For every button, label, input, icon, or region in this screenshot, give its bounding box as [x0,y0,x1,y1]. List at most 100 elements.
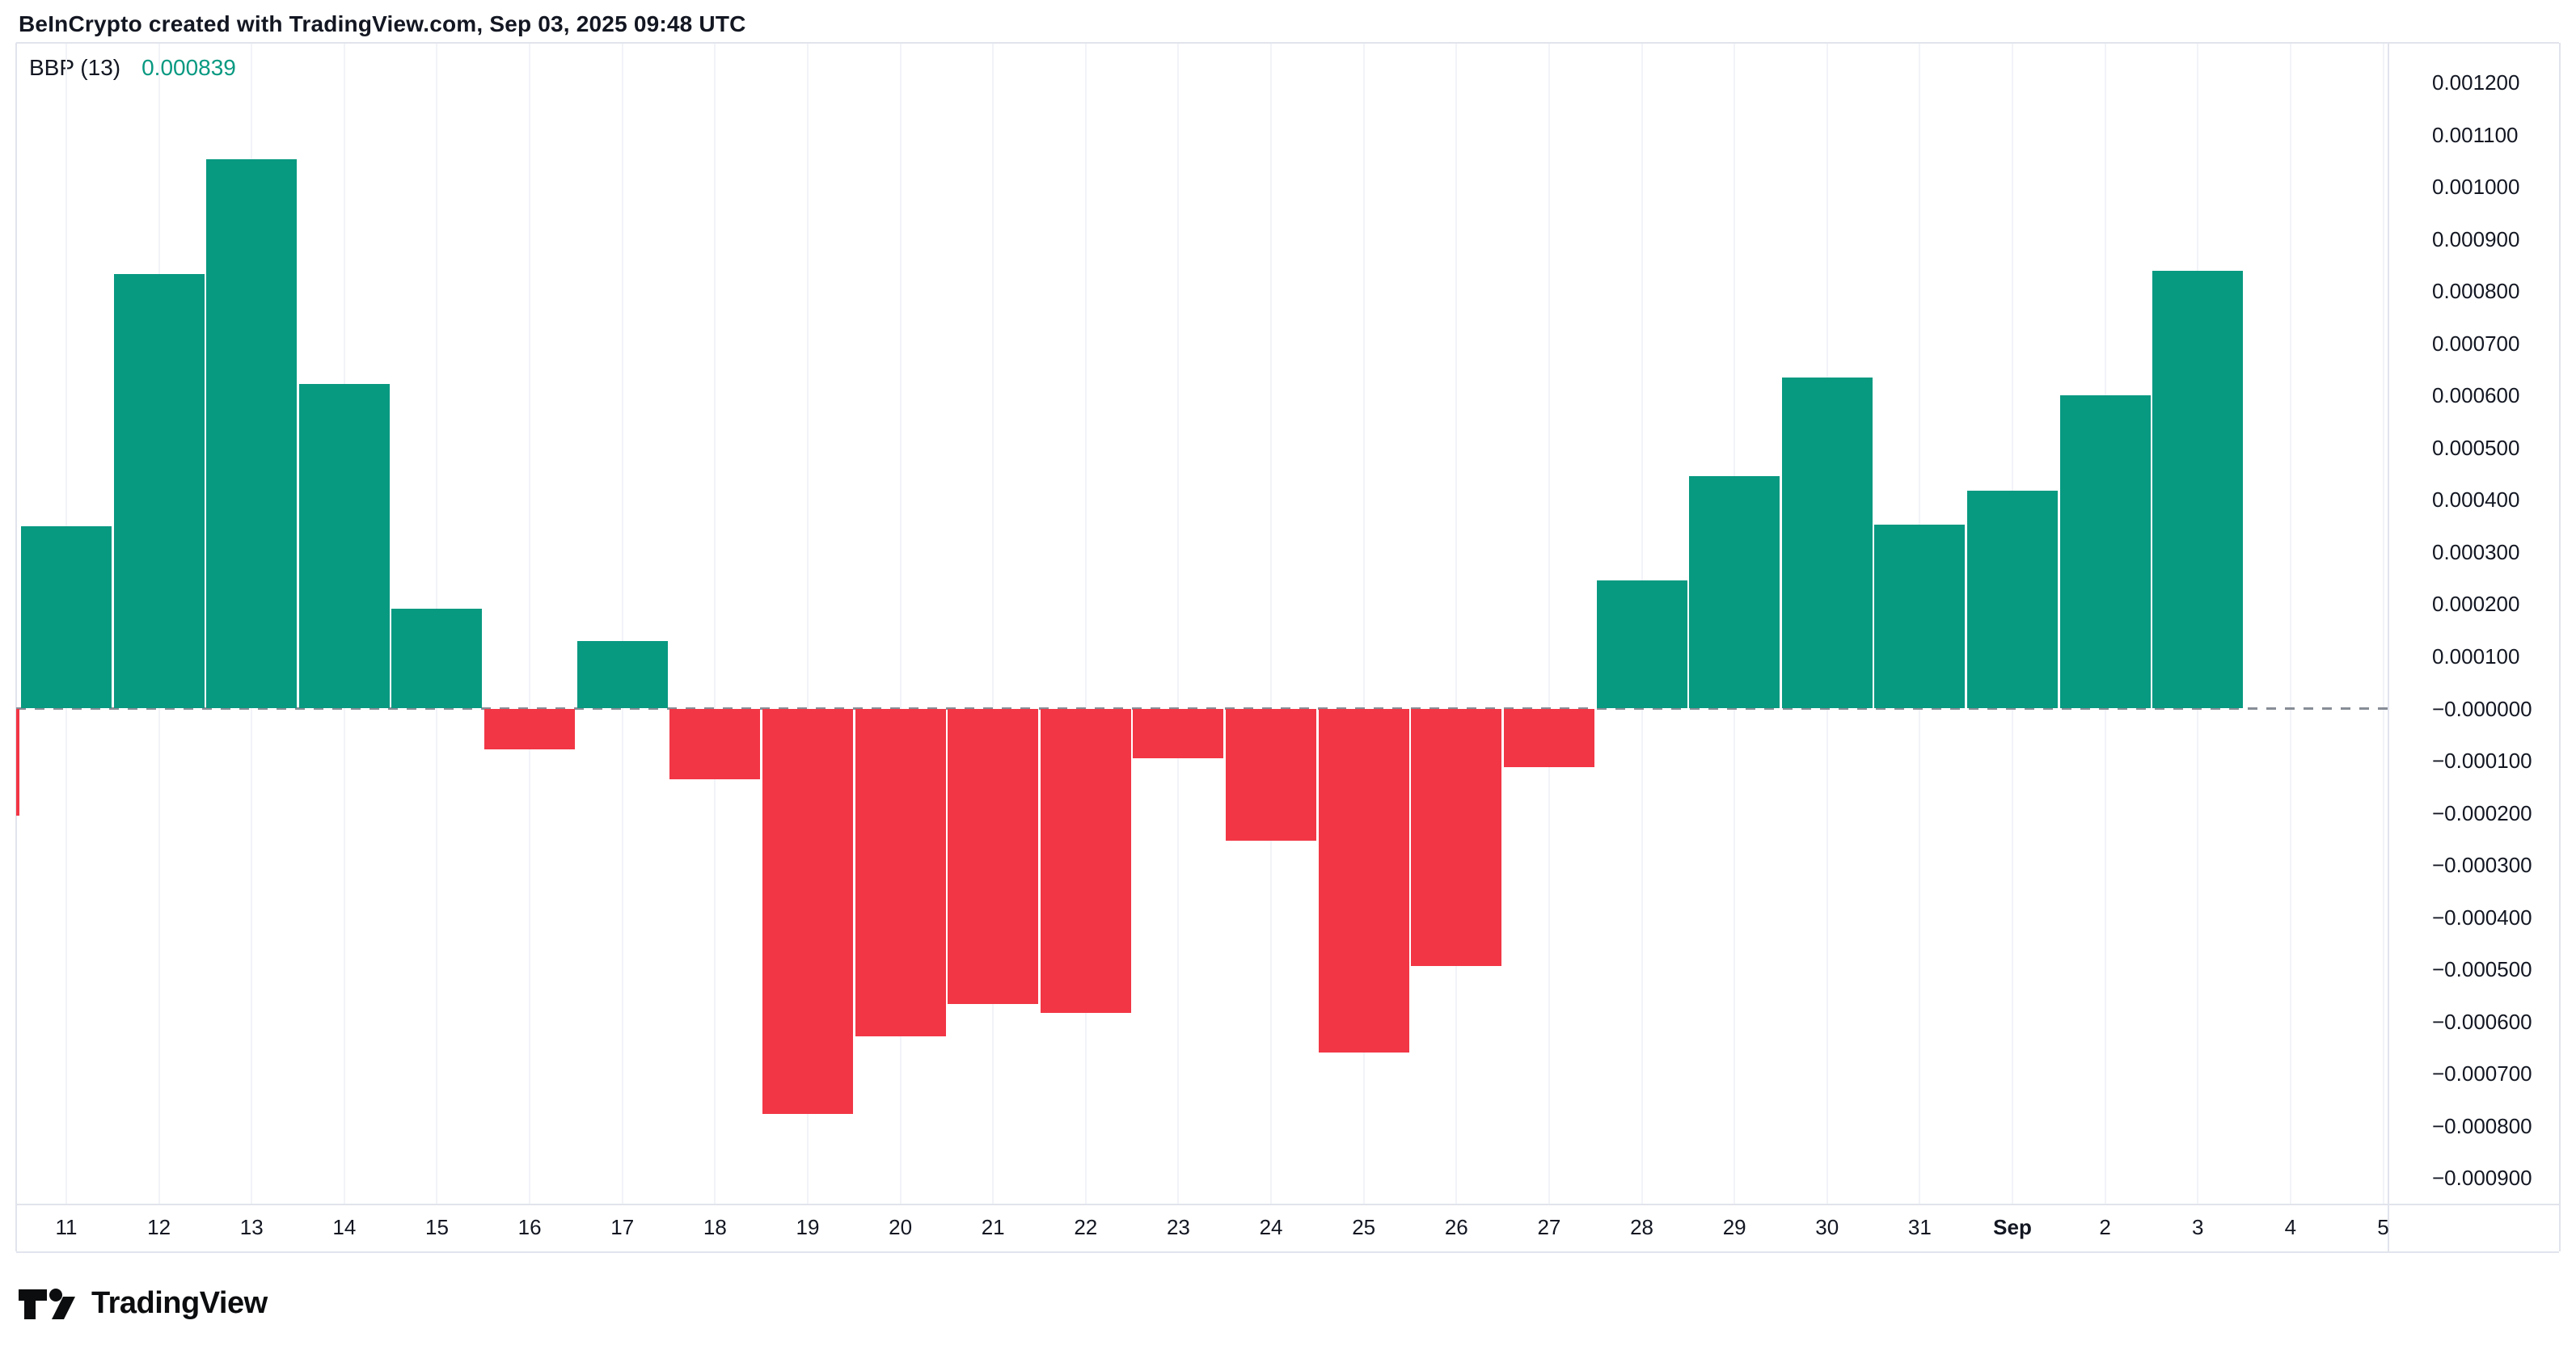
time-tick-label: 11 [55,1215,78,1239]
vertical-gridline [2289,43,2291,1204]
vertical-gridline [806,43,809,1204]
price-tick-label: −0.000600 [2432,1009,2532,1034]
price-tick-label: 0.001000 [2432,175,2520,200]
indicator-value: 0.000839 [141,55,236,80]
histogram-bar[interactable] [1874,525,1966,709]
histogram-bar[interactable] [576,641,668,709]
histogram-bar[interactable] [669,708,761,779]
histogram-bar-partial[interactable] [16,708,19,816]
time-tick-label: 15 [425,1215,449,1239]
indicator-legend[interactable]: BBP (13) 0.000839 [29,55,236,81]
histogram-bar[interactable] [948,708,1039,1004]
vertical-gridline [621,43,623,1204]
histogram-bar[interactable] [1318,708,1409,1053]
price-tick-label: −0.000400 [2432,905,2532,930]
time-tick-label: 28 [1630,1215,1653,1239]
pane-top-border [16,42,2559,44]
histogram-bar[interactable] [2059,395,2151,709]
price-tick-label: −0.000800 [2432,1113,2532,1138]
price-tick-label: 0.000200 [2432,592,2520,617]
price-tick-label: 0.000100 [2432,643,2520,669]
chart-title: BeInCrypto created with TradingView.com,… [19,11,746,36]
price-tick-label: 0.000900 [2432,226,2520,251]
histogram-bar[interactable] [391,608,483,709]
time-tick-label: 20 [889,1215,913,1239]
vertical-gridline [2382,43,2384,1204]
vertical-gridline [1177,43,1180,1204]
price-tick-label: 0.000800 [2432,279,2520,304]
histogram-bar[interactable] [21,525,112,709]
time-tick-label: 27 [1537,1215,1561,1239]
histogram-bar[interactable] [1596,580,1687,709]
time-tick-label: 22 [1074,1215,1098,1239]
time-tick-label: 13 [239,1215,264,1239]
time-tick-label: Sep [1993,1215,2032,1239]
histogram-bar[interactable] [1411,708,1502,966]
time-tick-label: 24 [1259,1215,1283,1239]
price-tick-label: −0.000900 [2432,1166,2532,1191]
histogram-bar[interactable] [2152,271,2244,709]
time-tick-label: 14 [332,1215,357,1239]
histogram-bar[interactable] [1503,708,1594,768]
vertical-gridline [1548,43,1550,1204]
time-tick-label: 25 [1352,1215,1376,1239]
vertical-gridline [1084,43,1087,1204]
time-tick-label: 19 [796,1215,820,1239]
axis-separator-vertical [2388,43,2389,1251]
price-tick-label: 0.001200 [2432,70,2520,95]
price-tick-label: −0.000000 [2432,696,2532,721]
vertical-gridline [714,43,716,1204]
histogram-bar[interactable] [762,708,853,1114]
time-axis-top-border [16,1204,2559,1205]
histogram-bar[interactable] [113,274,205,709]
time-tick-label: 2 [2099,1215,2111,1239]
histogram-bar[interactable] [1781,378,1873,709]
vertical-gridline [992,43,995,1204]
histogram-bar[interactable] [1226,708,1317,841]
price-tick-label: −0.000300 [2432,853,2532,878]
time-tick-label: 31 [1907,1215,1932,1239]
histogram-bar[interactable] [206,159,298,709]
vertical-gridline [1270,43,1273,1204]
price-tick-label: −0.000100 [2432,749,2532,774]
tradingview-logo[interactable]: TradingView [19,1284,268,1323]
vertical-gridline [1455,43,1458,1204]
time-tick-label: 5 [2377,1215,2389,1239]
histogram-bar[interactable] [1133,708,1224,759]
price-tick-label: −0.000500 [2432,957,2532,982]
price-tick-label: 0.000300 [2432,539,2520,564]
time-tick-label: 17 [610,1215,635,1239]
time-tick-label: 16 [517,1215,542,1239]
indicator-name: BBP (13) [29,55,121,80]
time-tick-label: 26 [1444,1215,1468,1239]
histogram-bar[interactable] [298,383,390,709]
histogram-bar[interactable] [484,708,576,750]
price-tick-label: 0.001100 [2432,122,2519,147]
widget-bottom-border [16,1251,2559,1253]
time-tick-label: 3 [2192,1215,2204,1239]
vertical-gridline [899,43,902,1204]
time-tick-label: 4 [2284,1215,2297,1239]
tradingview-logo-text: TradingView [91,1285,268,1320]
time-tick-label: 23 [1166,1215,1190,1239]
time-tick-label: 21 [981,1215,1005,1239]
price-tick-label: 0.000700 [2432,331,2520,356]
vertical-gridline [1362,43,1365,1204]
pane-left-border [15,43,17,1251]
histogram-bar[interactable] [1967,491,2059,709]
time-tick-label: 12 [147,1215,171,1239]
price-tick-label: 0.000600 [2432,383,2520,408]
time-tick-label: 18 [703,1215,727,1239]
widget-right-border [2559,43,2561,1251]
time-tick-label: 30 [1815,1215,1839,1239]
tradingview-logo-icon [19,1289,75,1319]
price-tick-label: −0.000700 [2432,1061,2532,1086]
histogram-bar[interactable] [1689,476,1780,709]
price-tick-label: −0.000200 [2432,800,2532,825]
vertical-gridline [529,43,531,1204]
time-tick-label: 29 [1722,1215,1746,1239]
histogram-bar[interactable] [855,708,946,1037]
price-tick-label: 0.000400 [2432,487,2520,513]
histogram-bar[interactable] [1040,708,1131,1014]
